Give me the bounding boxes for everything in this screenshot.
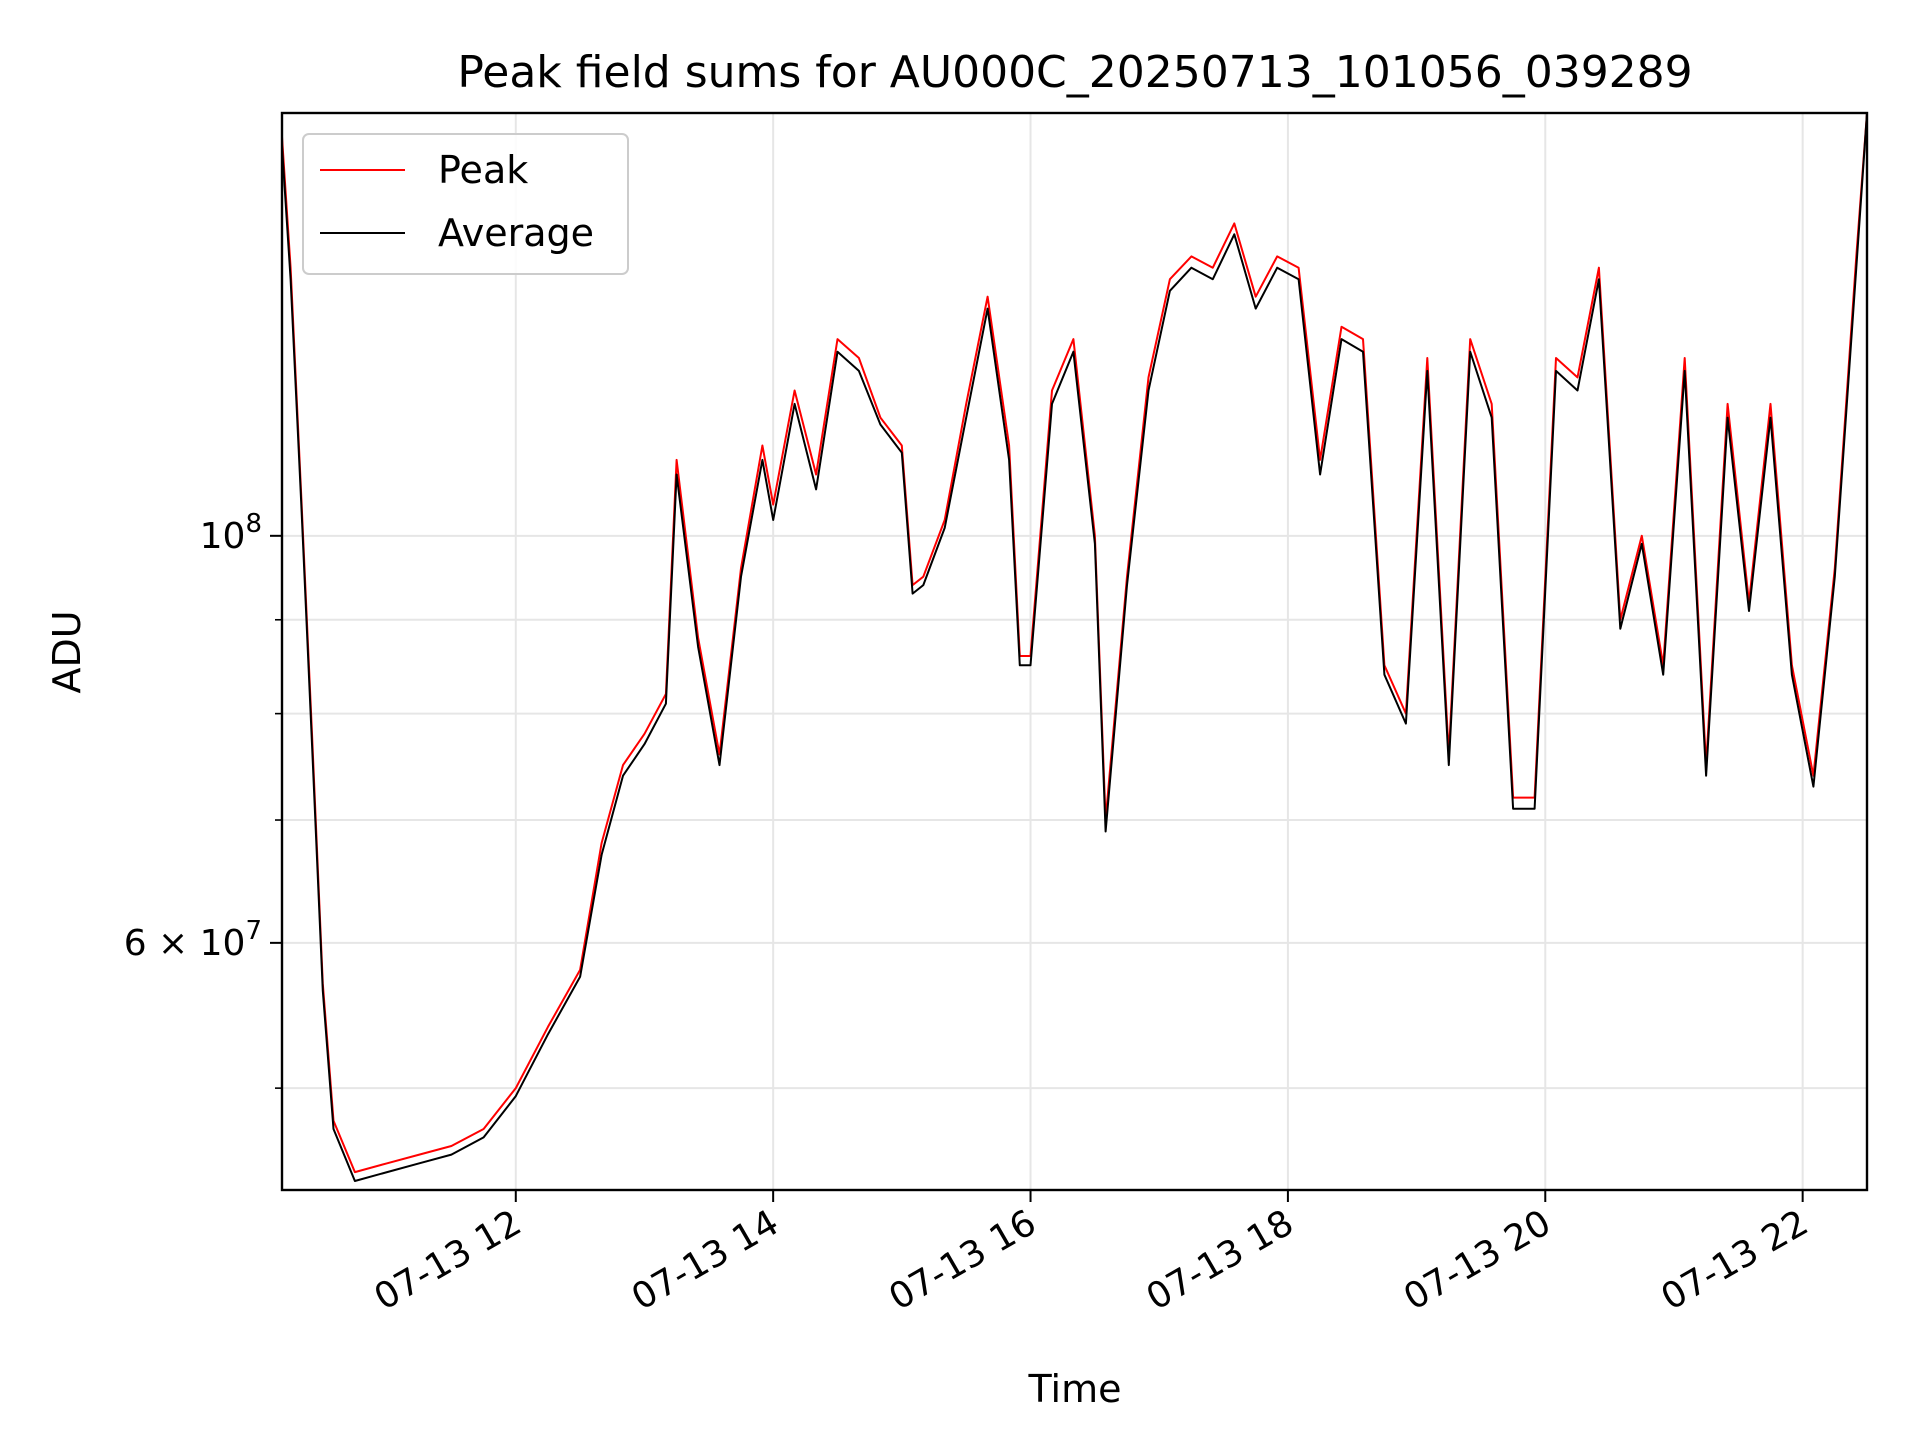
x-axis-label: Time (1028, 1367, 1122, 1411)
y-axis-label: ADU (45, 610, 89, 693)
plot-frame (280, 111, 1869, 1192)
legend: Peak Average (302, 133, 629, 275)
chart-title: Peak field sums for AU000C_20250713_1010… (457, 47, 1692, 98)
plot-area (281, 112, 1868, 1182)
legend-label-peak: Peak (438, 148, 528, 192)
series-line-average (281, 112, 1868, 1182)
legend-label-average: Average (438, 211, 594, 255)
y-tick-label: 108 (200, 509, 262, 557)
y-tick-label: 6 × 107 (124, 916, 262, 964)
